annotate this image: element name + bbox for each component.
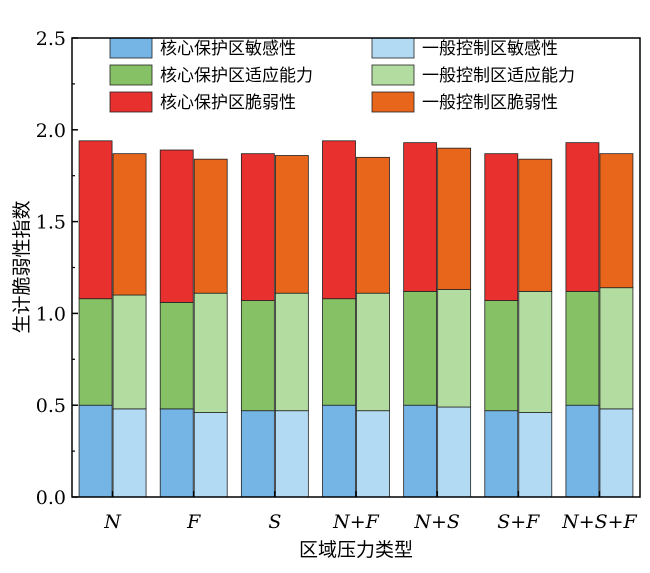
bar-segment-general-1-4	[437, 289, 472, 408]
bar-segment-general-1-3	[356, 292, 390, 412]
bar-segment-general-0-2	[274, 410, 309, 498]
bar-segment-general-0-3	[356, 410, 390, 498]
legend-label-0-0: 核心保护区敏感性	[160, 39, 296, 59]
y-tick-label-5: 2.5	[36, 28, 66, 50]
bar-segment-core-1-1	[159, 301, 194, 410]
plot-frame	[71, 37, 641, 498]
bar-segment-core-1-5	[484, 300, 519, 412]
bar-segment-core-2-6	[565, 142, 600, 292]
legend-label-1-2: 一般控制区脆弱性	[422, 93, 558, 113]
y-axis-title: 生计脆弱性指数	[11, 200, 33, 333]
bar-segment-core-0-4	[403, 404, 438, 498]
legend-label-1-1: 一般控制区适应能力	[422, 66, 575, 86]
y-tick-label-2: 1.0	[36, 303, 66, 325]
bar-segment-core-2-3	[322, 140, 356, 300]
bar-segment-general-1-5	[518, 290, 553, 413]
legend-label-0-1: 核心保护区适应能力	[160, 66, 313, 86]
bar-segment-general-2-3	[356, 156, 390, 294]
bar-segment-general-0-5	[518, 412, 553, 498]
bar-segment-general-1-0	[112, 294, 147, 410]
y-tick-label-0: 0.0	[36, 487, 66, 509]
bar-segment-core-2-5	[484, 153, 519, 301]
legend-swatch-0-0	[109, 37, 153, 59]
x-axis: N F S N+F N+S S+F N+S+F	[103, 491, 638, 533]
bar-segment-core-0-2	[240, 410, 275, 498]
bar-segment-core-1-3	[322, 298, 356, 406]
y-axis: 0.0 0.5 1.0 1.5 2.0 2.5	[36, 28, 78, 509]
legend-swatch-0-2	[109, 91, 153, 113]
bar-segment-general-0-6	[599, 408, 634, 498]
bar-segment-general-0-0	[112, 408, 147, 498]
y-tick-label-1: 0.5	[36, 395, 66, 417]
bar-segment-general-2-2	[274, 155, 309, 294]
bar-segment-core-1-4	[403, 290, 438, 406]
bar-segment-general-0-1	[193, 412, 228, 498]
legend-swatch-1-1	[371, 64, 415, 86]
y-tick-label-4: 2.0	[36, 120, 66, 142]
bar-segment-core-2-4	[403, 142, 438, 292]
bar-segment-core-1-2	[240, 300, 275, 412]
x-tick-label-3: N+F	[332, 511, 380, 533]
bar-segment-core-0-0	[78, 404, 113, 498]
y-tick-label-3: 1.5	[36, 212, 66, 234]
x-tick-label-2: S	[268, 511, 281, 533]
bar-segment-core-2-1	[159, 149, 194, 303]
legend-swatch-1-0	[371, 37, 415, 59]
bar-segment-core-0-5	[484, 410, 519, 498]
bar-segment-core-0-1	[159, 408, 194, 498]
x-tick-label-5: S+F	[497, 511, 540, 533]
bar-segment-core-1-0	[78, 298, 113, 406]
x-tick-label-1: F	[186, 511, 201, 533]
bar-segment-core-1-6	[565, 290, 600, 406]
x-tick-label-6: N+S+F	[561, 511, 637, 533]
bars-layer	[78, 140, 634, 498]
legend-swatch-1-2	[371, 91, 415, 113]
bar-segment-general-2-4	[437, 147, 472, 290]
bar-segment-general-1-1	[193, 292, 228, 413]
legend-swatch-0-1	[109, 64, 153, 86]
bar-segment-general-2-1	[193, 158, 228, 294]
bar-segment-core-0-6	[565, 404, 600, 498]
bar-segment-core-2-2	[240, 153, 275, 301]
bar-segment-general-2-5	[518, 158, 553, 292]
bar-segment-core-0-3	[322, 404, 356, 498]
bar-segment-core-2-0	[78, 140, 113, 300]
legend-label-1-0: 一般控制区敏感性	[422, 39, 558, 59]
bar-segment-general-0-4	[437, 406, 472, 498]
bar-segment-general-2-6	[599, 153, 634, 289]
bar-segment-general-1-2	[274, 292, 309, 412]
bar-segment-general-1-6	[599, 287, 634, 410]
x-tick-label-0: N	[103, 511, 122, 533]
legend-label-0-2: 核心保护区脆弱性	[160, 93, 296, 113]
x-tick-label-4: N+S	[413, 511, 460, 533]
bar-segment-general-2-0	[112, 153, 147, 296]
x-axis-title: 区域压力类型	[299, 539, 413, 561]
